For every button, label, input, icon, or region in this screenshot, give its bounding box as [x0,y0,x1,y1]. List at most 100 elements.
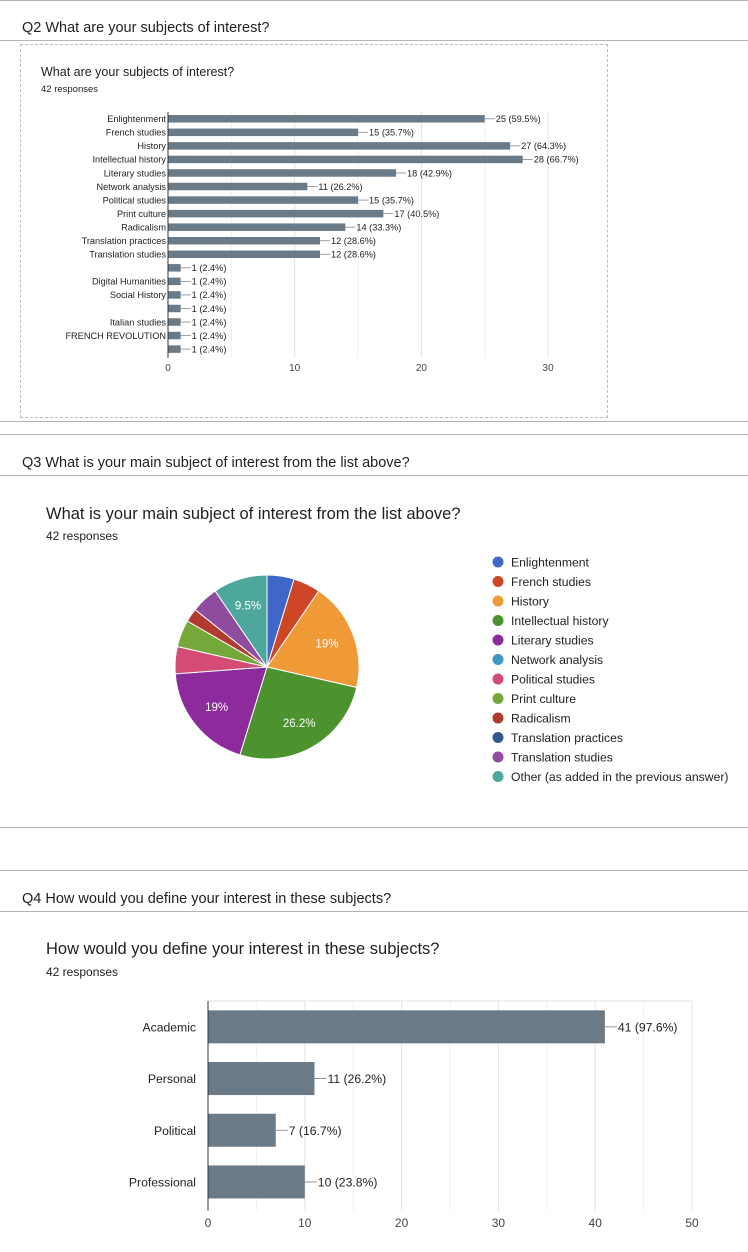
bar [168,128,359,137]
bar [168,155,523,164]
legend-entry: Print culture [511,692,576,706]
pie-slice [214,574,268,669]
slice-label: 19% [315,638,338,650]
category-label: Print culture [117,209,166,219]
legend-entry: Literary studies [511,633,594,647]
legend-swatch [492,673,504,685]
bar [168,223,346,231]
x-tick-label: 20 [416,363,428,374]
q3-heading-divider [0,475,748,476]
data-label: 41 (97.6%) [618,1020,678,1034]
q2-chart-title: What are your subjects of interest? [41,65,235,79]
data-label: 14 (33.3%) [356,222,401,232]
bar [168,345,181,353]
legend-swatch [492,595,504,607]
category-label: Intellectual history [92,155,166,165]
legend-entry: Enlightenment [511,555,590,569]
bar [168,209,384,218]
bar [168,291,181,299]
legend-swatch [492,712,504,724]
bar [168,304,181,313]
legend-entry: Translation practices [511,731,623,745]
category-label: Italian studies [110,317,167,327]
x-tick-label: 10 [298,1216,312,1230]
legend-entry: Intellectual history [511,614,609,628]
data-label: 1 (2.4%) [192,304,227,314]
q3-pie-chart: 19% 26.2% 19% 9.5% Enlightenment French studi… [174,555,728,784]
q4-heading-divider [0,911,748,912]
data-label: 1 (2.4%) [192,317,227,327]
category-label: Enlightenment [107,114,166,124]
category-label: FRENCH REVOLUTION [65,331,166,341]
q3-bottom-divider [0,827,748,828]
data-label: 11 (26.2%) [318,182,362,192]
pie-slice [174,666,268,756]
category-label: Digital Humanities [92,277,166,287]
category-label: Translation practices [82,236,167,246]
legend-swatch [492,556,504,568]
slice-label: 26.2% [283,718,316,730]
q2-bar-chart: Enlightenment 25 (59.5%) French studies 15 … [65,112,579,374]
bar [168,331,181,340]
data-label: 25 (59.5%) [496,114,541,124]
bar [168,277,181,286]
data-label: 11 (26.2%) [327,1072,386,1086]
x-tick-label: 0 [205,1216,212,1230]
category-label: Political [154,1124,196,1138]
bar [208,1062,315,1096]
legend-entry: History [511,594,550,608]
category-label: Professional [129,1175,196,1189]
legend-swatch [492,615,504,626]
bar [208,1113,276,1147]
category-label: Political studies [103,195,167,205]
data-label: 28 (66.7%) [534,155,579,165]
data-label: 1 (2.4%) [192,331,227,341]
category-label: Translation studies [89,250,166,260]
legend-swatch [492,654,504,665]
data-label: 15 (35.7%) [369,128,414,138]
category-label: French studies [106,128,167,138]
bar [168,169,397,177]
bar [168,250,321,259]
q4-chart-title: How would you define your interest in th… [46,940,440,958]
data-label: 10 (23.8%) [318,1175,378,1189]
q2-heading: Q2 What are your subjects of interest? [22,20,270,36]
q2-chart-frame [20,44,608,418]
q4-top-divider [0,870,748,871]
x-tick-label: 50 [685,1216,699,1230]
category-label: Literary studies [104,168,167,178]
category-label: Academic [142,1020,196,1034]
legend-entry: Translation studies [511,750,613,764]
top-divider [0,0,748,1]
x-tick-label: 10 [289,363,301,374]
q3-response-count: 42 responses [46,529,119,543]
q2-heading-divider [0,40,748,41]
data-label: 18 (42.9%) [407,168,452,178]
bar [168,142,511,150]
category-label: Radicalism [121,222,166,232]
data-label: 1 (2.4%) [192,344,227,354]
x-tick-label: 30 [543,363,555,374]
data-label: 27 (64.3%) [521,141,566,151]
bar [208,1010,605,1044]
slice-label: 9.5% [235,600,261,612]
x-tick-label: 0 [165,363,171,374]
bar [168,115,485,123]
category-label: Social History [110,290,167,300]
data-label: 17 (40.5%) [394,209,439,219]
q3-chart-title: What is your main subject of interest fr… [46,505,461,523]
legend-swatch [492,732,504,743]
legend-swatch [492,693,504,704]
category-label: Personal [148,1072,196,1086]
legend-entry: Network analysis [511,653,603,667]
bar [168,236,321,245]
legend-swatch [492,634,504,646]
q3-top-divider [0,434,748,435]
data-label: 1 (2.4%) [192,277,227,287]
pie-slice [239,666,358,760]
legend-entry: Radicalism [511,711,571,725]
x-tick-label: 40 [589,1216,603,1230]
bar [168,196,359,204]
pie-slice [266,590,360,689]
legend-entry: Political studies [511,672,595,686]
